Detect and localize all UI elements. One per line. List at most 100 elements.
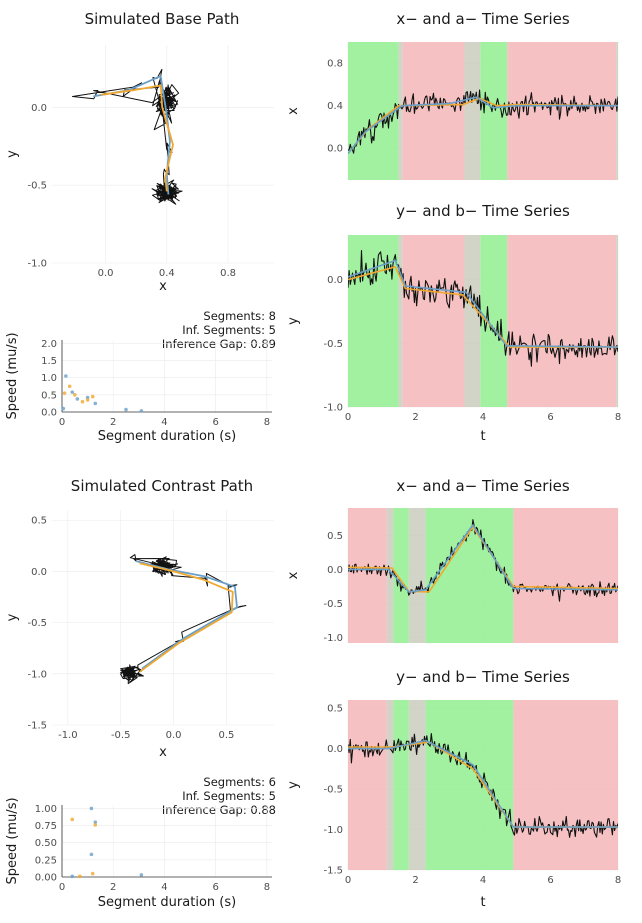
contrast-speed-point-blue <box>89 852 94 857</box>
base-path-series <box>72 68 183 205</box>
contrast-y-ts-panel: -1.5 -1.0 -0.5 0.0 0.5 0 2 4 6 8 t y <box>286 700 621 910</box>
contrast-y-ts-band-red <box>513 700 618 870</box>
contrast-y-ts-ytick-label: -0.5 <box>323 785 343 796</box>
stat-base-inf-segments: Inf. Segments: 5 <box>182 323 276 337</box>
base-y-ts-band-gray <box>464 235 481 407</box>
contrast-path-ylabel: y <box>5 613 20 621</box>
contrast-x-ts-true-line <box>348 524 618 593</box>
base-x-ts-ytick-label: 0.0 <box>327 144 343 155</box>
contrast-y-ts-ytick-label: -1.5 <box>323 866 343 877</box>
contrast-path-observed-line <box>119 554 247 685</box>
base-speed-panel: 0.0 0.5 1.0 1.5 2.0 0 2 4 6 8 Segment duration (s)… <box>5 332 272 444</box>
title-base-path: Simulated Base Path <box>85 10 240 28</box>
base-speed-ylabel: Speed (mu/s) <box>5 332 20 419</box>
contrast-y-ts-ytick-label: 0.0 <box>327 744 343 755</box>
contrast-x-ts-ylabel: x <box>286 571 301 579</box>
base-path-inferred-line <box>100 84 174 192</box>
base-speed-xtick-label: 4 <box>161 417 167 428</box>
contrast-speed-ytick-label: 0.25 <box>35 855 57 866</box>
contrast-path-xtick-label: -0.5 <box>111 730 131 741</box>
contrast-speed-ytick-label: 0.75 <box>35 821 57 832</box>
contrast-y-ts-xlabel: t <box>480 895 485 910</box>
stat-contrast-gap: Inference Gap: 0.88 <box>162 803 276 817</box>
contrast-speed-xtick-label: 6 <box>212 882 218 893</box>
base-speed-point-blue <box>124 407 128 412</box>
contrast-path-panel: -1.5 -1.0 -0.5 0.0 0.5 -1.0 -0.5 0.0 0.5 x y <box>5 510 274 760</box>
base-y-ts-panel: -1.0 -0.5 0.0 0 2 4 6 8 t y <box>286 235 621 444</box>
contrast-y-ts-band-green <box>425 700 514 870</box>
contrast-path-ytick-label: -1.0 <box>27 669 47 680</box>
contrast-speed-ytick-label: 1.00 <box>35 804 57 815</box>
base-y-ts-series <box>348 250 618 367</box>
base-y-ts-band-gray <box>398 235 403 407</box>
base-speed-point-orange <box>73 393 77 397</box>
base-speed-ytick-label: 2.0 <box>41 339 57 350</box>
contrast-speed-point-orange <box>70 817 75 822</box>
contrast-speed-xtick-label: 8 <box>264 882 270 893</box>
base-y-ts-band-red <box>402 235 465 407</box>
contrast-y-ts-xtick-label: 6 <box>547 875 553 886</box>
contrast-speed-xtick-label: 4 <box>161 882 167 893</box>
contrast-x-ts-ytick-label: -0.5 <box>323 599 343 610</box>
contrast-path-series <box>119 554 247 685</box>
base-y-ts-true-line <box>348 259 618 348</box>
contrast-x-ts-band-green <box>425 508 514 643</box>
stat-contrast-inf-segments: Inf. Segments: 5 <box>182 789 276 803</box>
contrast-path-xtick-label: 0.0 <box>166 730 182 741</box>
base-speed-point-orange <box>67 384 72 389</box>
base-y-ts-ylabel: y <box>286 317 301 325</box>
contrast-speed-point-orange <box>93 823 98 827</box>
base-speed-ytick-label: 1.0 <box>41 373 57 384</box>
contrast-speed-point-orange <box>78 874 82 879</box>
contrast-y-ts-series <box>348 733 618 838</box>
base-y-ts-band-gray <box>616 235 618 407</box>
contrast-y-ts-xtick-label: 2 <box>412 875 418 886</box>
base-x-ts-ylabel: x <box>286 107 301 115</box>
base-path-xtick-label: 0.0 <box>98 268 114 279</box>
base-path-ytick-label: -0.5 <box>27 181 47 192</box>
base-speed-xtick-label: 6 <box>212 417 218 428</box>
base-x-ts-ytick-label: 0.4 <box>327 101 343 112</box>
contrast-x-ts-ytick-label: -1.0 <box>323 633 343 644</box>
base-speed-point-orange <box>90 394 95 399</box>
base-speed-ytick-label: 0.5 <box>41 390 57 401</box>
base-y-ts-xtick-label: 8 <box>615 412 621 423</box>
base-x-ts-panel: 0.0 0.4 0.8 x <box>286 42 619 180</box>
contrast-speed-xtick-label: 0 <box>59 882 65 893</box>
base-speed-point-blue <box>139 409 144 413</box>
title-contrast-y-ts: y− and b− Time Series <box>396 668 570 686</box>
base-speed-xlabel: Segment duration (s) <box>98 429 236 444</box>
contrast-x-ts-band-green <box>393 508 409 643</box>
contrast-path-ytick-label: -0.5 <box>27 618 47 629</box>
contrast-speed-ylabel: Speed (mu/s) <box>5 797 20 884</box>
base-x-ts-band-red <box>402 42 465 180</box>
contrast-y-ts-ytick-label: -1.0 <box>323 825 343 836</box>
base-y-ts-xtick-label: 2 <box>412 412 418 423</box>
contrast-speed-xlabel: Segment duration (s) <box>98 895 236 910</box>
title-contrast-path: Simulated Contrast Path <box>71 477 253 495</box>
contrast-x-ts-inferred-line <box>348 526 618 593</box>
base-speed-point-orange <box>62 391 67 395</box>
contrast-path-xtick-label: 0.5 <box>218 730 234 741</box>
stat-base-gap: Inference Gap: 0.89 <box>162 337 276 351</box>
base-y-ts-inferred-line <box>348 266 618 348</box>
base-x-ts-band-red <box>507 42 617 180</box>
title-contrast-x-ts: x− and a− Time Series <box>396 477 570 495</box>
base-x-ts-band-green <box>348 42 399 180</box>
base-path-xlabel: x <box>159 279 167 294</box>
base-x-ts-band-gray <box>398 42 403 180</box>
contrast-x-ts-band-red <box>513 508 618 643</box>
contrast-speed-point-blue <box>139 873 144 877</box>
contrast-speed-xtick-label: 2 <box>110 882 116 893</box>
base-speed-point-blue <box>75 397 80 401</box>
contrast-speed-point-orange <box>90 871 95 876</box>
contrast-y-ts-xtick-label: 4 <box>480 875 486 886</box>
contrast-speed-ytick-label: 0.00 <box>35 873 57 884</box>
contrast-y-ts-xtick-label: 0 <box>345 875 351 886</box>
contrast-path-ytick-label: -1.5 <box>27 721 47 732</box>
base-speed-xtick-label: 8 <box>264 417 270 428</box>
base-y-ts-ytick-label: -0.5 <box>323 339 343 350</box>
base-path-panel: -1.0 -0.5 0.0 0.0 0.4 0.8 x y <box>5 45 274 294</box>
stat-base-segments: Segments: 8 <box>203 309 276 323</box>
title-base-x-ts: x− and a− Time Series <box>396 10 570 28</box>
